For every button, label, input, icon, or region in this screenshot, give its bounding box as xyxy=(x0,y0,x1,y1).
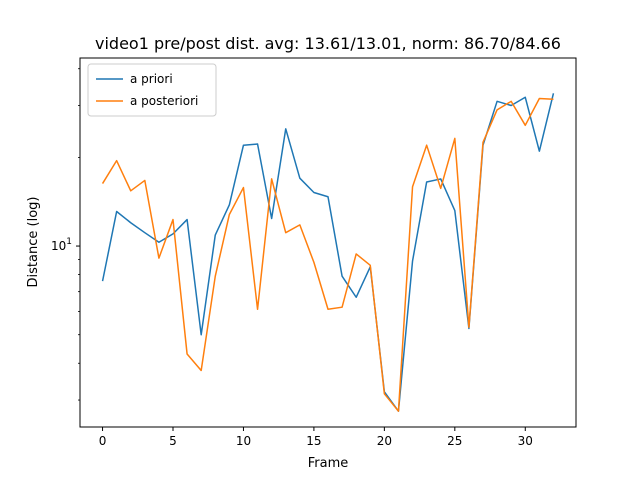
chart-title: video1 pre/post dist. avg: 13.61/13.01, … xyxy=(95,34,561,53)
legend-entry: a posteriori xyxy=(130,94,198,108)
legend: a priori a posteriori xyxy=(87,63,217,117)
axes-frame xyxy=(79,57,577,428)
x-axis-label: Frame xyxy=(308,456,349,471)
x-tick-label: 0 xyxy=(99,434,107,448)
x-tick-label: 15 xyxy=(306,434,321,448)
series-line xyxy=(101,97,554,412)
x-tick-label: 10 xyxy=(236,434,251,448)
plot-area xyxy=(101,93,555,412)
legend-box xyxy=(87,63,217,117)
legend-entry: a priori xyxy=(130,72,173,86)
x-tick-label: 5 xyxy=(169,434,177,448)
x-tick-label: 20 xyxy=(377,434,392,448)
y-axis-label: Distance (log) xyxy=(26,197,41,288)
x-tick-label: 25 xyxy=(447,434,462,448)
x-tick-label: 30 xyxy=(518,434,533,448)
